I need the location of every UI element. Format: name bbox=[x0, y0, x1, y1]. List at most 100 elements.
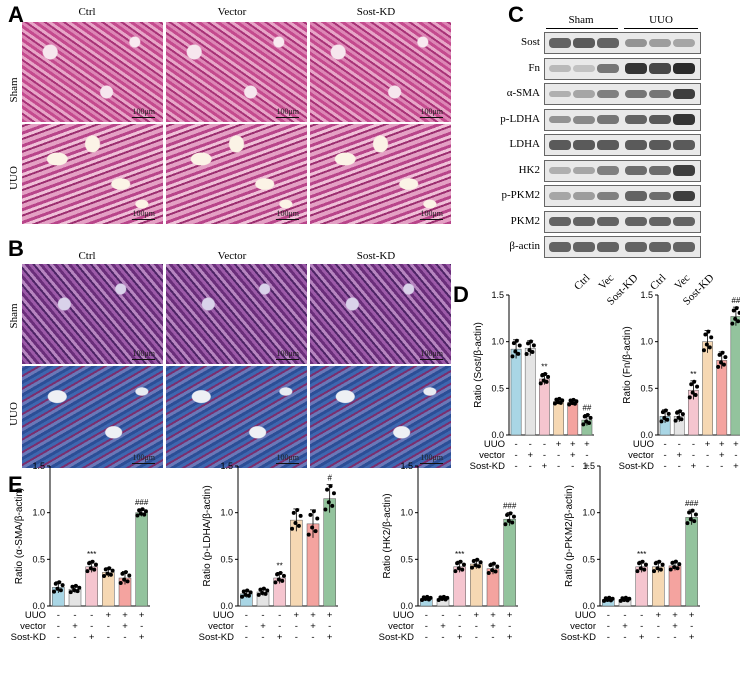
data-point bbox=[110, 568, 115, 573]
design-sign: - bbox=[140, 621, 143, 632]
data-point bbox=[325, 487, 330, 492]
design-sign: - bbox=[690, 621, 693, 632]
blot-band bbox=[625, 114, 647, 125]
y-tick-label: 0.0 bbox=[640, 430, 653, 440]
significance-label: ### bbox=[135, 498, 149, 507]
design-sign: - bbox=[585, 450, 588, 461]
y-tick-label: 1.0 bbox=[32, 508, 45, 518]
design-sign: - bbox=[295, 632, 298, 643]
bar bbox=[553, 401, 564, 436]
blot-band bbox=[673, 140, 695, 150]
blot-band bbox=[649, 216, 671, 227]
design-sign: - bbox=[692, 439, 695, 450]
blot-band bbox=[649, 140, 671, 150]
data-point bbox=[687, 395, 692, 400]
blot-band bbox=[673, 216, 695, 227]
data-point bbox=[120, 571, 125, 576]
data-point bbox=[720, 350, 725, 355]
y-tick-label: 1.0 bbox=[220, 508, 233, 518]
blot-band bbox=[673, 242, 695, 252]
design-sign: + bbox=[570, 439, 576, 450]
design-sign: - bbox=[441, 610, 444, 621]
data-point bbox=[330, 503, 335, 508]
bar bbox=[668, 565, 682, 607]
he-image-sham-vector: 100μm bbox=[166, 22, 307, 122]
data-point bbox=[543, 371, 548, 376]
scale-bar: 100μm bbox=[276, 209, 299, 220]
data-point bbox=[640, 559, 645, 564]
data-point bbox=[125, 579, 130, 584]
design-sign: - bbox=[663, 461, 666, 472]
masson-image-sham-ctrl: 100μm bbox=[22, 264, 163, 364]
data-point bbox=[736, 319, 740, 324]
design-sign: - bbox=[678, 439, 681, 450]
scale-bar: 100μm bbox=[276, 453, 299, 464]
design-sign: - bbox=[529, 439, 532, 450]
design-sign: - bbox=[107, 621, 110, 632]
data-point bbox=[135, 513, 140, 518]
y-tick-label: 0.5 bbox=[220, 554, 233, 564]
data-point bbox=[323, 507, 328, 512]
blot-group-sham: Sham bbox=[568, 14, 594, 26]
significance-label: *** bbox=[637, 550, 646, 559]
blot-strip bbox=[544, 108, 701, 131]
design-sign: + bbox=[622, 621, 628, 632]
design-sign: - bbox=[706, 461, 709, 472]
design-sign: - bbox=[261, 632, 264, 643]
data-point bbox=[652, 569, 657, 574]
column-label-sost-kd: Sost-KD bbox=[356, 6, 396, 18]
scale-bar: 100μm bbox=[420, 453, 443, 464]
design-sign: - bbox=[475, 632, 478, 643]
data-point bbox=[680, 412, 685, 417]
data-point bbox=[331, 491, 336, 496]
column-label-ctrl: Ctrl bbox=[78, 250, 96, 262]
design-sign: - bbox=[663, 439, 666, 450]
y-axis-label: Ratio (Sost/β-actin) bbox=[473, 322, 484, 408]
blot-strip bbox=[544, 134, 701, 156]
design-sign: - bbox=[123, 632, 126, 643]
blot-group-line bbox=[546, 28, 618, 29]
panel-label-b: B bbox=[8, 236, 24, 261]
design-sign: - bbox=[607, 610, 610, 621]
design-sign: - bbox=[458, 621, 461, 632]
data-point bbox=[55, 586, 60, 591]
data-point bbox=[668, 567, 673, 572]
significance-label: ### bbox=[685, 499, 699, 508]
data-point bbox=[528, 339, 533, 344]
data-point bbox=[693, 393, 698, 397]
y-tick-label: 1.0 bbox=[640, 337, 653, 347]
blot-band bbox=[673, 88, 695, 100]
bar bbox=[567, 402, 579, 436]
design-sign: + bbox=[527, 450, 533, 461]
blot-band bbox=[549, 140, 571, 150]
blot-band bbox=[625, 140, 647, 150]
data-point bbox=[677, 562, 682, 567]
blot-band bbox=[597, 115, 619, 124]
design-row-label: vector bbox=[628, 450, 654, 461]
data-point bbox=[721, 362, 726, 367]
data-point bbox=[659, 419, 664, 424]
design-sign: - bbox=[278, 621, 281, 632]
data-point bbox=[92, 567, 97, 572]
design-sign: - bbox=[557, 450, 560, 461]
design-sign: + bbox=[507, 632, 513, 643]
design-sign: - bbox=[73, 632, 76, 643]
data-point bbox=[673, 559, 678, 564]
design-sign: - bbox=[657, 621, 660, 632]
data-point bbox=[733, 316, 738, 321]
data-point bbox=[72, 588, 77, 593]
data-point bbox=[493, 569, 498, 574]
scale-bar: 100μm bbox=[276, 349, 299, 360]
blot-strip bbox=[544, 185, 701, 207]
data-point bbox=[706, 329, 711, 334]
data-point bbox=[690, 508, 695, 513]
data-point bbox=[142, 512, 147, 517]
blot-band bbox=[549, 242, 571, 252]
data-point bbox=[140, 507, 145, 512]
design-sign: - bbox=[543, 450, 546, 461]
design-sign: - bbox=[514, 461, 517, 472]
design-sign: + bbox=[672, 621, 678, 632]
data-point bbox=[665, 417, 670, 422]
data-point bbox=[514, 338, 519, 343]
y-tick-label: 1.0 bbox=[491, 337, 504, 347]
